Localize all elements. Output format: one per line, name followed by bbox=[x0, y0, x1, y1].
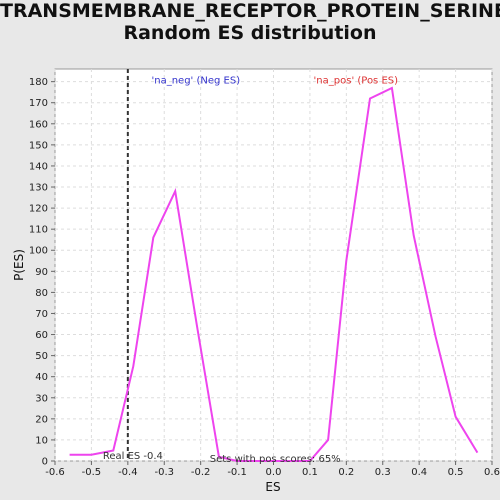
x-tick-label: 0.0 bbox=[266, 467, 282, 478]
x-tick-label: -0.6 bbox=[45, 467, 65, 478]
x-tick-label: 0.2 bbox=[338, 467, 354, 478]
y-tick-label: 40 bbox=[35, 372, 48, 383]
y-tick-label: 160 bbox=[29, 119, 48, 130]
y-tick-label: 110 bbox=[29, 225, 48, 236]
y-tick-label: 140 bbox=[29, 161, 48, 172]
x-tick-label: -0.4 bbox=[118, 467, 138, 478]
x-tick-label: 0.1 bbox=[302, 467, 318, 478]
y-axis-ticks: 0 10 20 30 40 50 60 70 80 90 100 110 120 130 140 150 160… bbox=[29, 77, 55, 468]
x-tick-label: 0.6 bbox=[484, 467, 500, 478]
y-tick-label: 170 bbox=[29, 98, 48, 109]
x-tick-label: 0.4 bbox=[411, 467, 427, 478]
annotation-label: Sets with pos scores: 65% bbox=[210, 454, 341, 465]
y-tick-label: 70 bbox=[35, 309, 48, 320]
chart-title: TRANSMEMBRANE_RECEPTOR_PROTEIN_SERINE_TH… bbox=[0, 0, 500, 44]
x-tick-label: -0.5 bbox=[82, 467, 102, 478]
x-tick-label: 0.3 bbox=[375, 467, 391, 478]
y-tick-label: 20 bbox=[35, 414, 48, 425]
y-tick-label: 150 bbox=[29, 140, 48, 151]
x-tick-label: 0.5 bbox=[448, 467, 464, 478]
y-tick-label: 90 bbox=[35, 267, 48, 278]
y-tick-label: 0 bbox=[42, 457, 48, 468]
y-tick-label: 10 bbox=[35, 435, 48, 446]
x-axis-ticks: -0.6 -0.5 -0.4 -0.3 -0.2 -0.1 0.0 0.1 0.2 0.3 0.4 0… bbox=[45, 461, 500, 478]
y-tick-label: 120 bbox=[29, 204, 48, 215]
y-tick-label: 50 bbox=[35, 351, 48, 362]
y-axis-label: P(ES) bbox=[12, 249, 26, 281]
x-tick-label: -0.3 bbox=[154, 467, 174, 478]
y-tick-label: 100 bbox=[29, 246, 48, 257]
annotations: Real ES -0.4 'na_neg' (Neg ES) 'na_pos' (P… bbox=[103, 76, 398, 465]
series-line bbox=[69, 86, 479, 462]
y-tick-label: 130 bbox=[29, 183, 48, 194]
grid-lines bbox=[54, 69, 493, 462]
y-tick-label: 60 bbox=[35, 330, 48, 341]
y-tick-label: 30 bbox=[35, 393, 48, 404]
x-tick-label: -0.1 bbox=[227, 467, 247, 478]
annotation-label: 'na_neg' (Neg ES) bbox=[152, 76, 241, 87]
plot-area bbox=[54, 68, 493, 462]
real-es-label: Real ES -0.4 bbox=[103, 451, 163, 462]
x-tick-label: -0.2 bbox=[191, 467, 211, 478]
annotation-label: 'na_pos' (Pos ES) bbox=[314, 76, 399, 87]
y-tick-label: 180 bbox=[29, 77, 48, 88]
y-tick-label: 80 bbox=[35, 288, 48, 299]
x-axis-label: ES bbox=[265, 480, 280, 494]
